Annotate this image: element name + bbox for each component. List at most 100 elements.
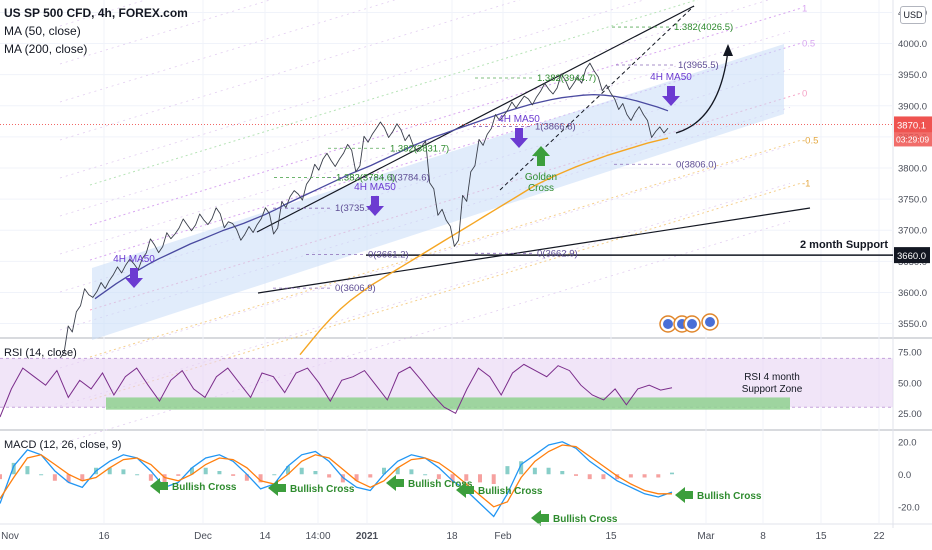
macd-histogram-bar — [340, 474, 345, 483]
bullish-cross-arrow — [456, 482, 474, 498]
bullish-cross-label: Bullish Cross — [478, 486, 543, 497]
macd-tick-label: 0.0 — [898, 470, 911, 481]
macd-histogram-bar — [244, 474, 249, 481]
support-price-tag — [894, 247, 930, 264]
fan-guide — [59, 30, 791, 255]
price-tick-label: 3900.0 — [898, 101, 927, 112]
fib-level-label: 0(3661.2) — [368, 249, 409, 260]
golden-cross-arrow — [532, 146, 550, 166]
rsi-line — [0, 363, 673, 418]
currency-button[interactable]: USD — [900, 6, 926, 24]
fib-level-label: 0(3606.9) — [335, 283, 376, 294]
price-tick-label: 3700.0 — [898, 226, 927, 237]
date-tick-label: Nov — [1, 531, 19, 542]
macd-histogram-bar — [423, 474, 428, 476]
price-line — [59, 62, 669, 359]
macd-histogram-bar — [560, 471, 565, 475]
fib-level-label: 1.382(3944.7) — [537, 73, 596, 84]
countdown-tag — [894, 132, 932, 147]
macd-histogram-bar — [478, 474, 482, 483]
golden-cross-label: Golden — [525, 172, 557, 183]
price-tick-label: 3550.0 — [898, 319, 927, 330]
macd-histogram-bar — [0, 474, 2, 480]
macd-histogram-bar — [121, 469, 126, 475]
macd-histogram-bar — [107, 467, 112, 475]
lower-trendline — [257, 207, 811, 294]
chart-title: US SP 500 CFD, 4h, FOREX.com — [4, 6, 188, 20]
fib-level-label: 0(3662.9) — [537, 248, 578, 259]
macd-histogram-bar — [66, 474, 71, 483]
macd-tick-label: 20.0 — [898, 437, 917, 448]
bullish-cross-arrow — [675, 487, 693, 503]
macd-histogram-bar — [11, 462, 16, 475]
ma50-line — [94, 93, 669, 300]
event-icon — [687, 319, 697, 329]
macd-histogram-bar — [217, 471, 222, 475]
macd-histogram-bar — [52, 474, 57, 481]
signal-line — [0, 444, 672, 508]
bullish-cross-arrow — [386, 475, 404, 491]
fan-line — [89, 139, 801, 358]
current-price-tag-text: 3870.1 — [897, 120, 926, 131]
macd-histogram-bar — [532, 467, 537, 475]
date-tick-label: 22 — [873, 531, 885, 542]
macd-tick-label: -20.0 — [898, 502, 920, 513]
price-tick-label: 3600.0 — [898, 288, 927, 299]
macd-histogram-bar — [436, 474, 441, 480]
macd-histogram-bar — [574, 474, 578, 476]
support-price-tag-text: 3660.0 — [897, 251, 926, 262]
price-tick-label: 3750.0 — [898, 195, 927, 206]
fib-level-label: 1.382(4026.5) — [674, 22, 733, 33]
date-tick-label: 2021 — [356, 531, 379, 542]
macd-histogram-bar — [286, 466, 290, 475]
event-icon — [705, 317, 715, 327]
projection-arrowhead — [723, 44, 733, 56]
macd-histogram-bar — [409, 469, 414, 475]
fan-line — [89, 7, 801, 226]
macd-histogram-bar — [670, 472, 674, 475]
macd-histogram-bar — [135, 474, 140, 476]
fan-guide — [59, 0, 396, 103]
date-tick-label: 16 — [98, 531, 110, 542]
rsi-tick-label: 50.00 — [898, 378, 922, 389]
date-tick-label: Dec — [194, 531, 212, 542]
bullish-cross-arrow — [268, 480, 286, 496]
ma50-down-arrow — [662, 86, 680, 106]
macd-line — [0, 441, 673, 518]
rsi-support-label: RSI 4 month — [744, 372, 800, 383]
fan-guide — [59, 0, 645, 179]
rsi-support-zone — [106, 397, 790, 410]
macd-histogram-bar — [601, 474, 606, 480]
macd-histogram-bar — [272, 474, 277, 476]
fan-guide — [59, 0, 521, 141]
macd-histogram-bar — [628, 474, 633, 478]
price-tick-label: 3950.0 — [898, 70, 927, 81]
macd-histogram-bar — [519, 461, 524, 475]
date-tick-label: 15 — [605, 531, 617, 542]
regression-channel — [92, 44, 784, 340]
fib-level-label: 1.382(3784.6) — [336, 173, 395, 184]
event-icon — [663, 319, 673, 329]
support-label: 2 month Support — [800, 239, 888, 251]
macd-histogram-bar — [382, 467, 386, 475]
ma50-legend[interactable]: MA (50, close) — [4, 24, 81, 38]
date-tick-label: 14 — [259, 531, 271, 542]
fib-level-label: 1(3784.6) — [389, 173, 430, 184]
date-tick-label: 14:00 — [305, 531, 330, 542]
fib-level-label: 1(3965.5) — [678, 60, 719, 71]
macd-histogram-bar — [231, 474, 236, 476]
bullish-cross-arrow — [531, 510, 549, 526]
ma50-down-arrow — [510, 128, 528, 148]
ma50-callout-label: 4H MA50 — [354, 182, 396, 193]
macd-histogram-bar — [313, 471, 318, 475]
ma50-callout-label: 4H MA50 — [498, 114, 540, 125]
fan-level-label: -0.5 — [802, 135, 818, 146]
fan-guide — [59, 0, 272, 65]
fan-line — [89, 0, 699, 186]
macd-histogram-bar — [505, 466, 510, 475]
bullish-cross-arrow — [150, 478, 168, 494]
ma200-legend[interactable]: MA (200, close) — [4, 42, 88, 56]
macd-histogram-bar — [450, 474, 455, 483]
bullish-cross-label: Bullish Cross — [172, 482, 237, 493]
